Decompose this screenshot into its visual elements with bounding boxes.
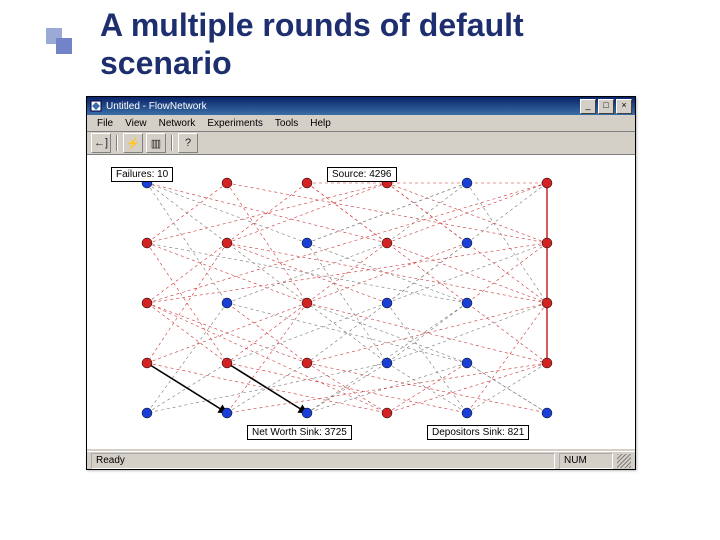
menu-file[interactable]: File — [91, 118, 119, 129]
menu-network[interactable]: Network — [153, 118, 202, 129]
node-n32[interactable] — [302, 358, 312, 368]
label-depositors-sink: Depositors Sink: 821 — [427, 425, 529, 440]
menu-help[interactable]: Help — [304, 118, 337, 129]
app-window: Untitled - FlowNetwork _ □ × File View N… — [86, 96, 636, 470]
tool-bolt-icon[interactable]: ⚡ — [123, 133, 143, 153]
node-n20[interactable] — [142, 298, 152, 308]
edge — [467, 303, 547, 413]
tool-back-icon[interactable]: ←] — [91, 133, 111, 153]
node-n40[interactable] — [142, 408, 152, 418]
edge — [387, 303, 467, 363]
status-num-pane: NUM — [559, 453, 613, 469]
edge — [467, 303, 547, 363]
edge — [227, 303, 387, 363]
edge — [387, 303, 547, 363]
edge — [307, 183, 467, 243]
statusbar: Ready NUM — [87, 451, 635, 469]
node-n34[interactable] — [462, 358, 472, 368]
titlebar[interactable]: Untitled - FlowNetwork _ □ × — [87, 97, 635, 115]
node-n33[interactable] — [382, 358, 392, 368]
slide: A multiple rounds of default scenario Un… — [0, 0, 720, 540]
edge — [147, 243, 307, 303]
toolbar: ←] ⚡ ▥ ? — [87, 132, 635, 155]
node-n01[interactable] — [222, 178, 232, 188]
node-n12[interactable] — [302, 238, 312, 248]
window-close-button[interactable]: × — [616, 99, 632, 114]
edge — [307, 363, 467, 413]
label-failures: Failures: 10 — [111, 167, 173, 182]
status-ready: Ready — [91, 453, 555, 469]
node-n23[interactable] — [382, 298, 392, 308]
resize-grip-icon[interactable] — [617, 454, 631, 468]
edge — [147, 243, 227, 303]
edge — [467, 183, 547, 243]
node-n22[interactable] — [302, 298, 312, 308]
edge — [147, 303, 227, 363]
menu-tools[interactable]: Tools — [269, 118, 304, 129]
node-n42[interactable] — [302, 408, 312, 418]
edge — [147, 183, 547, 303]
node-n21[interactable] — [222, 298, 232, 308]
slide-title: A multiple rounds of default scenario — [100, 6, 620, 83]
node-n25[interactable] — [542, 298, 552, 308]
node-n11[interactable] — [222, 238, 232, 248]
app-icon — [90, 100, 102, 112]
edge — [147, 303, 227, 413]
edge — [227, 303, 307, 413]
edge — [147, 183, 387, 363]
node-n41[interactable] — [222, 408, 232, 418]
node-n44[interactable] — [462, 408, 472, 418]
node-n30[interactable] — [142, 358, 152, 368]
edge — [387, 363, 547, 413]
menubar: File View Network Experiments Tools Help — [87, 115, 635, 132]
node-n04[interactable] — [462, 178, 472, 188]
toolbar-sep — [116, 135, 118, 151]
edge — [227, 363, 547, 413]
node-n02[interactable] — [302, 178, 312, 188]
edge — [227, 183, 307, 243]
edge — [387, 303, 467, 413]
node-n14[interactable] — [462, 238, 472, 248]
edge — [147, 183, 307, 243]
edge — [227, 243, 547, 303]
node-n45[interactable] — [542, 408, 552, 418]
node-n10[interactable] — [142, 238, 152, 248]
slide-bullet-deco — [46, 28, 70, 52]
edge — [147, 183, 227, 303]
node-n31[interactable] — [222, 358, 232, 368]
window-max-button[interactable]: □ — [598, 99, 614, 114]
edge — [467, 183, 547, 303]
menu-view[interactable]: View — [119, 118, 153, 129]
node-n43[interactable] — [382, 408, 392, 418]
network-canvas[interactable]: Failures: 10 Source: 4296 Net Worth Sink… — [87, 155, 635, 449]
toolbar-sep — [171, 135, 173, 151]
node-n05[interactable] — [542, 178, 552, 188]
node-n13[interactable] — [382, 238, 392, 248]
edge — [147, 243, 467, 303]
node-n15[interactable] — [542, 238, 552, 248]
menu-experiments[interactable]: Experiments — [201, 118, 269, 129]
edge — [227, 183, 387, 243]
window-min-button[interactable]: _ — [580, 99, 596, 114]
edge — [307, 243, 387, 363]
tool-help-icon[interactable]: ? — [178, 133, 198, 153]
window-title: Untitled - FlowNetwork — [106, 101, 580, 112]
network-svg — [87, 155, 635, 449]
label-networth-sink: Net Worth Sink: 3725 — [247, 425, 352, 440]
edge — [307, 303, 467, 363]
tool-chart-icon[interactable]: ▥ — [146, 133, 166, 153]
node-n35[interactable] — [542, 358, 552, 368]
edge — [227, 363, 467, 413]
node-n24[interactable] — [462, 298, 472, 308]
label-source: Source: 4296 — [327, 167, 397, 182]
